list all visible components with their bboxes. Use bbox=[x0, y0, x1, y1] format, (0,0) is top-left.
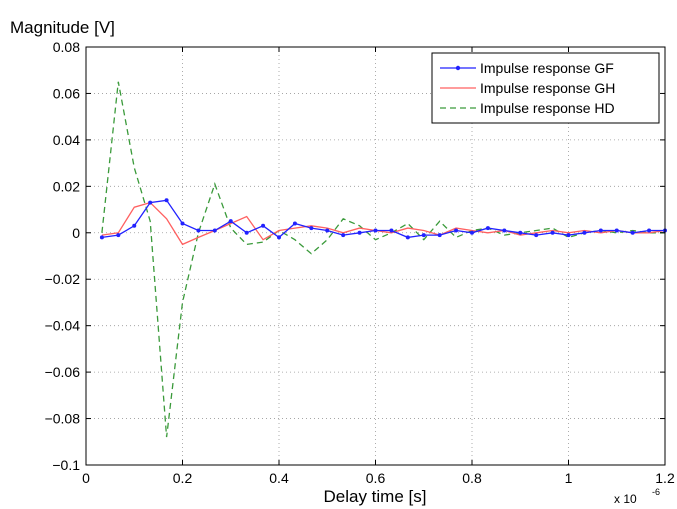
x-tick-label: 1 bbox=[565, 470, 573, 486]
series-point-impulse-response-gf bbox=[502, 228, 507, 233]
y-tick-label: −0.04 bbox=[45, 318, 81, 334]
series-point-impulse-response-gf bbox=[437, 233, 442, 238]
series-point-impulse-response-gf bbox=[647, 228, 652, 233]
series-point-impulse-response-gf bbox=[373, 228, 378, 233]
series-point-impulse-response-gf bbox=[164, 198, 169, 203]
legend-label-impulse-response-gf: Impulse response GF bbox=[480, 60, 614, 76]
series-point-impulse-response-gf bbox=[99, 235, 104, 240]
x-tick-label: 1.2 bbox=[655, 470, 675, 486]
series-point-impulse-response-gf bbox=[582, 230, 587, 235]
series-point-impulse-response-gf bbox=[470, 230, 474, 235]
series-point-impulse-response-gf bbox=[550, 230, 555, 235]
y-tick-label: 0 bbox=[72, 225, 80, 241]
y-tick-label: −0.02 bbox=[45, 271, 81, 287]
series-point-impulse-response-gf bbox=[277, 235, 281, 240]
y-tick-label: −0.1 bbox=[52, 457, 80, 473]
series-point-impulse-response-gf bbox=[421, 233, 426, 238]
series-point-impulse-response-gf bbox=[309, 226, 314, 231]
series-point-impulse-response-gf bbox=[405, 235, 410, 240]
legend: Impulse response GF Impulse response GH Im… bbox=[431, 52, 660, 124]
x-axis-scale-label: x 10 bbox=[614, 492, 637, 506]
series-point-impulse-response-gf bbox=[389, 228, 394, 233]
x-tick-label: 0.2 bbox=[173, 470, 193, 486]
x-tick-label: 0.8 bbox=[462, 470, 482, 486]
series-point-impulse-response-gf bbox=[341, 233, 346, 238]
legend-label-impulse-response-hd: Impulse response HD bbox=[480, 100, 615, 116]
series-point-impulse-response-gf bbox=[614, 228, 619, 233]
legend-marker-impulse-response-gf bbox=[455, 65, 461, 71]
x-tick-label: 0 bbox=[82, 470, 90, 486]
grid-lines bbox=[86, 47, 665, 465]
series-line-impulse-response-gh bbox=[101, 201, 666, 246]
series-point-impulse-response-gf bbox=[566, 233, 571, 238]
series-point-impulse-response-gf bbox=[454, 228, 459, 233]
x-tick-label: 0.6 bbox=[366, 470, 386, 486]
series-point-impulse-response-gf bbox=[228, 219, 233, 224]
y-tick-label: −0.08 bbox=[45, 411, 81, 427]
series-point-impulse-response-gf bbox=[357, 230, 362, 235]
y-axis-label: Magnitude [V] bbox=[10, 18, 115, 37]
series-point-impulse-response-gf bbox=[534, 233, 539, 238]
series-point-impulse-response-gf bbox=[116, 233, 121, 238]
series-point-impulse-response-gf bbox=[518, 230, 523, 235]
series-point-impulse-response-gf bbox=[180, 221, 185, 226]
x-axis-label: Delay time [s] bbox=[324, 487, 427, 506]
y-tick-label: 0.02 bbox=[53, 178, 80, 194]
series-line-impulse-response-hd bbox=[101, 81, 665, 438]
series-point-impulse-response-gf bbox=[261, 223, 266, 228]
series-point-impulse-response-gf bbox=[132, 223, 137, 228]
y-tick-label: −0.06 bbox=[45, 364, 81, 380]
series-point-impulse-response-gf bbox=[325, 228, 330, 233]
y-tick-label: 0.06 bbox=[53, 85, 80, 101]
series-point-impulse-response-gf bbox=[630, 230, 635, 235]
x-tick-label: 0.4 bbox=[269, 470, 289, 486]
series-point-impulse-response-gf bbox=[196, 228, 201, 233]
series-point-impulse-response-gf bbox=[148, 200, 153, 205]
series-point-impulse-response-gf bbox=[292, 221, 297, 226]
series-line-impulse-response-gf bbox=[101, 199, 665, 239]
series-point-impulse-response-gf bbox=[244, 230, 249, 235]
series-point-impulse-response-gf bbox=[598, 228, 603, 233]
x-axis-scale-exponent: -6 bbox=[652, 487, 660, 497]
legend-label-impulse-response-gh: Impulse response GH bbox=[480, 80, 615, 96]
axis-ticks: 0 0.2 0.4 0.6 0.8 1 1.2 −0.1 −0.08 −0.06 −0.04 −0.0… bbox=[45, 39, 675, 486]
y-tick-label: 0.08 bbox=[53, 39, 80, 55]
y-tick-label: 0.04 bbox=[53, 132, 80, 148]
series-point-impulse-response-gf bbox=[485, 226, 490, 231]
series-point-impulse-response-gf bbox=[212, 228, 217, 233]
series-lines bbox=[99, 81, 667, 438]
